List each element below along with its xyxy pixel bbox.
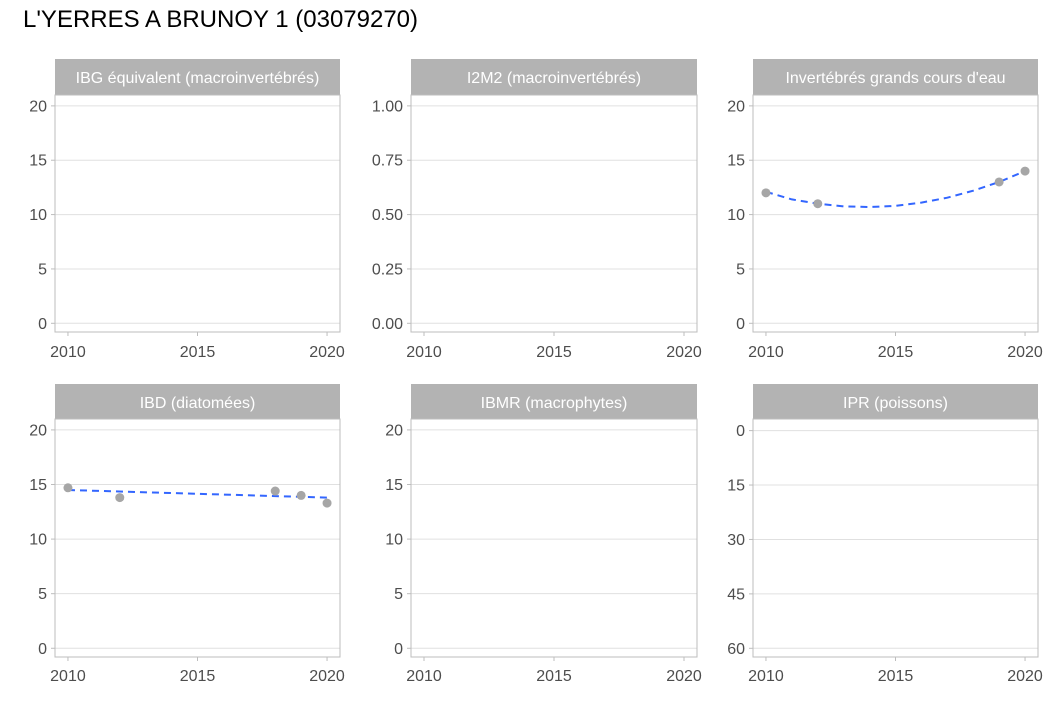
facet-title: I2M2 (macroinvertébrés) — [467, 70, 641, 87]
x-tick-label: 2020 — [1007, 668, 1043, 685]
x-tick-label: 2015 — [536, 344, 572, 361]
facet-title: IBMR (macrophytes) — [481, 395, 628, 412]
data-point — [1020, 166, 1030, 176]
data-point — [761, 188, 771, 198]
data-point — [270, 486, 280, 496]
data-point — [115, 493, 125, 503]
y-tick-label: 10 — [727, 207, 745, 224]
panel-border — [752, 94, 1039, 333]
y-tick-label: 5 — [736, 261, 745, 278]
facet-title: IBG équivalent (macroinvertébrés) — [76, 70, 320, 87]
y-tick-label: 60 — [727, 641, 745, 658]
y-tick-label: 15 — [385, 477, 403, 494]
facet-panel-5: IBMR (macrophytes) 0 5 10 15 20 2010 2015 2020 — [385, 384, 702, 685]
y-tick-label: 15 — [727, 478, 745, 495]
facet-title: IPR (poissons) — [843, 395, 948, 412]
x-tick-label: 2010 — [50, 344, 86, 361]
facet-strip — [55, 59, 340, 95]
y-tick-label: 15 — [727, 153, 745, 170]
facet-title: Invertébrés grands cours d'eau — [785, 70, 1005, 87]
x-tick-label: 2010 — [406, 668, 442, 685]
y-tick-label: 5 — [394, 586, 403, 603]
x-tick-label: 2010 — [50, 668, 86, 685]
panel-border — [410, 418, 698, 658]
facet-panel-4: IBD (diatomées) 0 5 10 15 20 2010 2015 2020 — [29, 384, 345, 685]
y-tick-label: 5 — [38, 586, 47, 603]
facet-panel-1: IBG équivalent (macroinvertébrés) 0 5 10 15 2… — [29, 59, 345, 361]
x-tick-label: 2015 — [180, 668, 216, 685]
panel-border — [54, 418, 341, 658]
facet-panel-2: I2M2 (macroinvertébrés) 0.00 0.25 0.50 0.75 1… — [372, 59, 702, 361]
facet-strip — [753, 59, 1038, 95]
x-tick-label: 2020 — [309, 668, 345, 685]
x-tick-label: 2015 — [878, 344, 914, 361]
data-point — [296, 490, 306, 500]
y-tick-label: 30 — [727, 532, 745, 549]
y-tick-label: 10 — [29, 532, 47, 549]
y-tick-label: 20 — [29, 98, 47, 115]
y-tick-label: 0 — [394, 641, 403, 658]
y-tick-label: 0 — [38, 641, 47, 658]
x-tick-label: 2020 — [309, 344, 345, 361]
y-tick-label: 15 — [29, 153, 47, 170]
x-tick-label: 2010 — [748, 668, 784, 685]
y-tick-label: 0.00 — [372, 316, 403, 333]
trend-line — [67, 489, 328, 499]
trend-line — [765, 170, 1026, 209]
x-tick-label: 2015 — [878, 668, 914, 685]
page-title: L'YERRES A BRUNOY 1 (03079270) — [23, 6, 419, 33]
facet-strip — [753, 384, 1038, 419]
y-tick-label: 10 — [29, 207, 47, 224]
y-tick-label: 0 — [736, 423, 745, 440]
y-tick-label: 45 — [727, 586, 745, 603]
y-tick-label: 0.50 — [372, 207, 403, 224]
x-tick-label: 2020 — [666, 668, 702, 685]
y-tick-label: 0.25 — [372, 261, 403, 278]
x-tick-label: 2020 — [666, 344, 702, 361]
x-tick-label: 2020 — [1007, 344, 1043, 361]
data-point — [63, 483, 73, 493]
data-point — [813, 199, 823, 209]
facet-strip — [411, 59, 697, 95]
y-tick-label: 10 — [385, 532, 403, 549]
facet-strip — [411, 384, 697, 419]
y-tick-label: 0 — [38, 316, 47, 333]
x-tick-label: 2010 — [748, 344, 784, 361]
panel-border — [752, 418, 1039, 658]
facet-strip — [55, 384, 340, 419]
y-tick-label: 20 — [727, 98, 745, 115]
x-tick-label: 2015 — [180, 344, 216, 361]
y-tick-label: 20 — [29, 422, 47, 439]
data-point — [994, 177, 1004, 187]
y-tick-label: 15 — [29, 477, 47, 494]
facet-title: IBD (diatomées) — [140, 395, 256, 412]
y-tick-label: 20 — [385, 422, 403, 439]
x-tick-label: 2010 — [406, 344, 442, 361]
panel-border — [54, 94, 341, 333]
y-tick-label: 0 — [736, 316, 745, 333]
panel-border — [410, 94, 698, 333]
x-tick-label: 2015 — [536, 668, 572, 685]
facet-panel-3: Invertébrés grands cours d'eau0510152020… — [727, 59, 1043, 361]
y-tick-label: 0.75 — [372, 153, 403, 170]
y-tick-label: 1.00 — [372, 98, 403, 115]
y-tick-label: 5 — [38, 261, 47, 278]
data-point — [322, 498, 332, 508]
